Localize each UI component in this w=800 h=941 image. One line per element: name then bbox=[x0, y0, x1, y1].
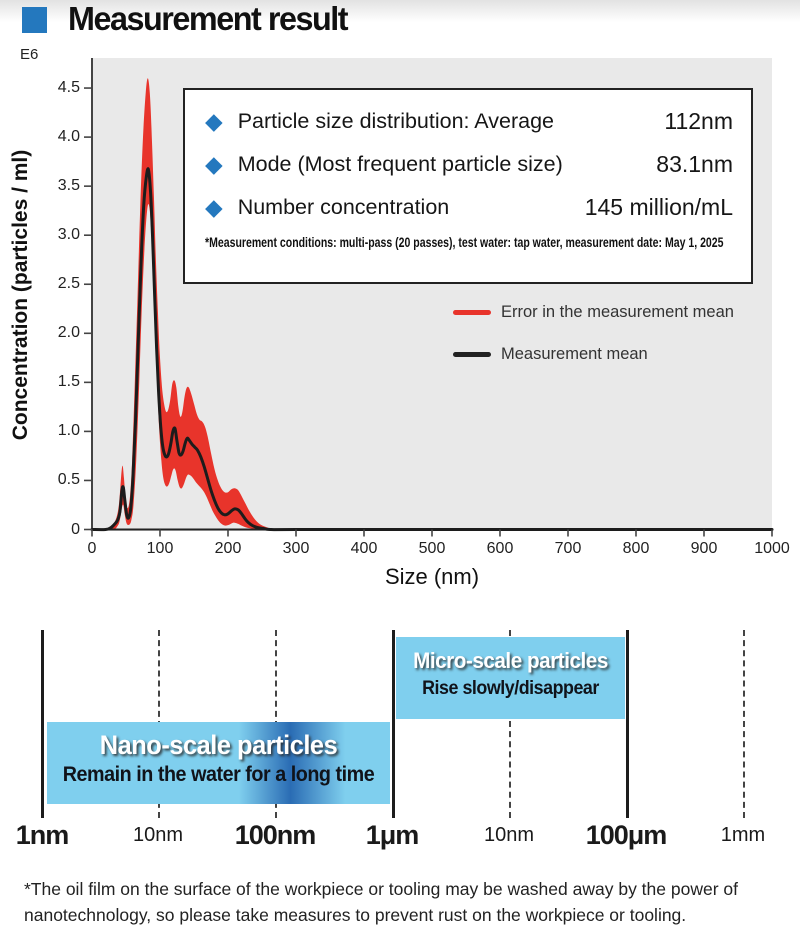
particle-scale-diagram: Micro-scale particles Rise slowly/disapp… bbox=[0, 622, 800, 862]
y-tick-label: 3.0 bbox=[57, 226, 80, 244]
chart-legend: Error in the measurement mean Measuremen… bbox=[453, 301, 734, 385]
rust-warning-note: *The oil film on the surface of the work… bbox=[24, 879, 738, 926]
mode-value: 83.1nm bbox=[656, 150, 733, 177]
x-tick-label: 700 bbox=[554, 540, 582, 557]
legend-label-error: Error in the measurement mean bbox=[501, 302, 734, 321]
nano-scale-box: Nano-scale particles Remain in the water… bbox=[47, 722, 390, 804]
scale-label-10um: 10nm bbox=[483, 824, 535, 846]
error-line-swatch-icon bbox=[453, 309, 491, 315]
summary-row-mode: ◆ Mode (Most frequent particle size) 83.… bbox=[205, 149, 733, 179]
scale-line-1mm bbox=[743, 630, 745, 818]
summary-row-concentration: ◆ Number concentration 145 million/mL bbox=[205, 192, 733, 222]
scale-label-10nm: 10nm bbox=[132, 824, 184, 846]
concentration-label: Number concentration bbox=[237, 194, 450, 219]
y-axis-multiplier-label: E6 bbox=[20, 46, 39, 63]
average-label: Particle size distribution: Average bbox=[237, 108, 554, 133]
y-tick-label: 0 bbox=[71, 520, 80, 538]
x-tick-label: 200 bbox=[214, 540, 242, 557]
x-tick-label: 900 bbox=[690, 540, 718, 557]
x-tick-label: 500 bbox=[418, 540, 446, 557]
measurement-chart: E6 Concentration (particles / ml) 0 0.5 1.… bbox=[9, 46, 790, 589]
y-tick-label: 3.5 bbox=[57, 177, 80, 195]
x-tick-label: 0 bbox=[87, 540, 97, 557]
x-tick-label: 1000 bbox=[754, 540, 790, 557]
diamond-bullet-icon: ◆ bbox=[205, 108, 223, 134]
y-tick-label: 2.5 bbox=[57, 275, 80, 293]
diamond-bullet-icon: ◆ bbox=[205, 194, 223, 220]
distribution-plot bbox=[84, 58, 774, 537]
top-gradient bbox=[0, 0, 800, 22]
measurement-summary-box: ◆ Particle size distribution: Average 11… bbox=[183, 88, 753, 284]
x-tick-label: 800 bbox=[622, 540, 650, 557]
x-axis-title: Size (nm) bbox=[384, 564, 480, 589]
error-band-area bbox=[92, 78, 275, 530]
mode-label: Mode (Most frequent particle size) bbox=[237, 151, 563, 176]
y-tick-label: 1.0 bbox=[57, 422, 80, 440]
nano-box-subtitle: Remain in the water for a long time bbox=[62, 763, 375, 786]
scale-label-1nm: 1nm bbox=[15, 820, 70, 850]
mean-line bbox=[90, 167, 774, 532]
scale-line-100um bbox=[626, 630, 629, 818]
micro-box-title: Micro-scale particles bbox=[413, 648, 608, 673]
scale-line-1nm bbox=[41, 630, 44, 818]
y-tick-label: 4.5 bbox=[57, 79, 80, 97]
micro-scale-box: Micro-scale particles Rise slowly/disapp… bbox=[396, 637, 625, 719]
scale-line-1um bbox=[392, 630, 395, 818]
x-tick-label: 600 bbox=[486, 540, 514, 557]
legend-item-mean: Measurement mean bbox=[453, 343, 734, 365]
mean-line-swatch-icon bbox=[453, 351, 491, 357]
legend-item-error: Error in the measurement mean bbox=[453, 301, 734, 323]
page-title: Measurement result bbox=[68, 0, 349, 37]
y-tick-label: 4.0 bbox=[57, 128, 80, 146]
average-value: 112nm bbox=[664, 107, 733, 134]
diamond-bullet-icon: ◆ bbox=[205, 151, 223, 177]
y-axis-title: Concentration (particles / ml) bbox=[9, 149, 32, 441]
scale-line-10um bbox=[509, 630, 511, 818]
nano-box-title: Nano-scale particles bbox=[99, 730, 338, 760]
x-tick-label: 100 bbox=[146, 540, 174, 557]
measurement-conditions-note: *Measurement conditions: multi-pass (20 … bbox=[205, 235, 724, 250]
summary-row-average: ◆ Particle size distribution: Average 11… bbox=[205, 106, 733, 136]
y-tick-label: 0.5 bbox=[57, 471, 80, 489]
y-tick-label: 1.5 bbox=[57, 373, 80, 391]
micro-box-subtitle: Rise slowly/disappear bbox=[422, 678, 599, 699]
scale-label-1mm: 1mm bbox=[720, 824, 766, 846]
concentration-value: 145 million/mL bbox=[584, 193, 733, 220]
scale-label-100nm: 100nm bbox=[234, 820, 317, 850]
scale-label-100um: 100μm bbox=[585, 820, 668, 850]
x-tick-label: 400 bbox=[350, 540, 378, 557]
scale-label-1um: 1μm bbox=[365, 820, 420, 850]
header-accent-square-icon bbox=[22, 7, 47, 33]
legend-label-mean: Measurement mean bbox=[501, 344, 648, 363]
y-tick-label: 2.0 bbox=[57, 324, 80, 342]
x-tick-label: 300 bbox=[282, 540, 310, 557]
